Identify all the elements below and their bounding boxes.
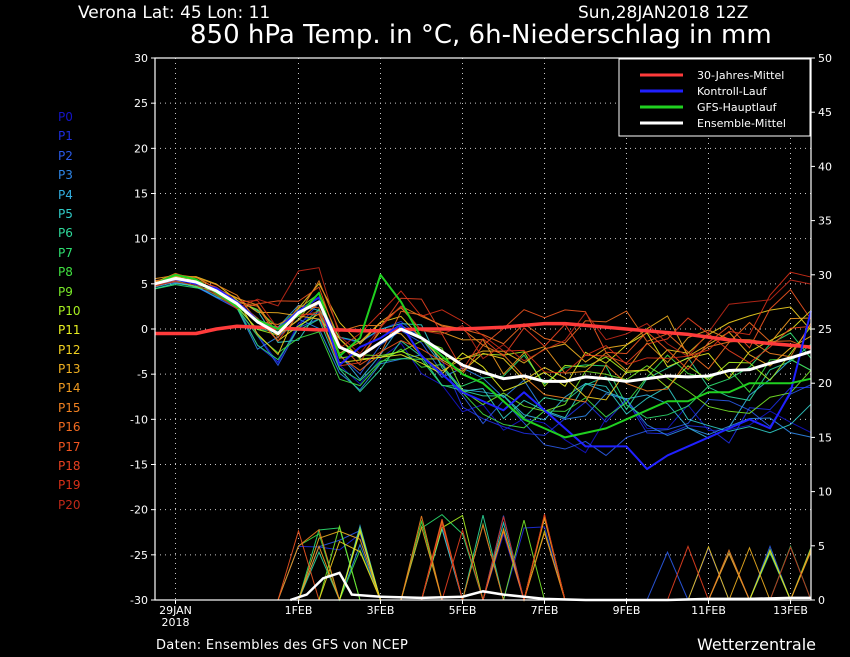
series-line--jahres-mittel bbox=[155, 321, 812, 349]
member-label: P12 bbox=[58, 342, 81, 357]
member-label: P3 bbox=[58, 168, 73, 183]
legend-entry: Kontroll-Lauf bbox=[697, 85, 768, 98]
y-left-tick-label: -5 bbox=[137, 368, 148, 381]
ensemble-member-lines bbox=[154, 267, 812, 457]
y-left-tick-label: 15 bbox=[134, 188, 148, 201]
member-label: P5 bbox=[58, 206, 73, 221]
x-tick-sublabel: 2018 bbox=[162, 616, 190, 629]
ensemble-member-line bbox=[154, 280, 812, 375]
member-precip-line bbox=[155, 519, 811, 601]
member-label: P11 bbox=[58, 323, 81, 338]
y-right-tick-label: 20 bbox=[818, 377, 832, 390]
y-left-tick-label: 30 bbox=[134, 52, 148, 65]
member-label: P8 bbox=[58, 265, 73, 280]
y-right-tick-label: 35 bbox=[818, 215, 832, 228]
main-series-lines bbox=[154, 273, 812, 471]
y-left-tick-label: 25 bbox=[134, 97, 148, 110]
chart-title: 850 hPa Temp. in °C, 6h-Niederschlag in … bbox=[190, 20, 772, 50]
member-label: P18 bbox=[58, 459, 81, 474]
member-label: P1 bbox=[58, 129, 73, 144]
mean-precip-line bbox=[289, 571, 811, 602]
member-label: P10 bbox=[58, 303, 81, 318]
x-tick-label: 5FEB bbox=[449, 604, 477, 617]
y-right-tick-label: 25 bbox=[818, 323, 832, 336]
member-label: P7 bbox=[58, 245, 73, 260]
member-label: P15 bbox=[58, 400, 81, 415]
member-label: P20 bbox=[58, 497, 81, 512]
y-right-tick-label: 5 bbox=[818, 540, 825, 553]
y-left-tick-label: -25 bbox=[130, 549, 148, 562]
precip-lines bbox=[155, 513, 812, 602]
y-left-tick-label: -15 bbox=[130, 459, 148, 472]
x-tick-label: 7FEB bbox=[531, 604, 559, 617]
member-precip-line bbox=[155, 520, 812, 602]
member-label: P4 bbox=[58, 187, 73, 202]
legend-entry: GFS-Hauptlauf bbox=[697, 101, 778, 114]
y-right-tick-label: 30 bbox=[818, 269, 832, 282]
member-label: P0 bbox=[58, 110, 73, 124]
member-label: P14 bbox=[58, 381, 81, 396]
ensemble-member-line bbox=[154, 271, 812, 374]
legend: 30-Jahres-Mittel Kontroll-Lauf GFS-Hauptla… bbox=[618, 58, 811, 137]
series-line-ensemble-mittel bbox=[154, 276, 812, 383]
y-right-tick-label: 0 bbox=[818, 594, 825, 607]
y-left-tick-label: -20 bbox=[130, 504, 148, 517]
ensemble-member-list: P0 P1 P2 P3 P4 P5 P6 P7 P8 P9 P10 P11 P12 P13 P14 P15 P1… bbox=[58, 108, 81, 515]
x-tick-label: 29JAN bbox=[159, 604, 192, 617]
brand-footer: Wetterzentrale bbox=[697, 635, 817, 654]
y-right-tick-label: 40 bbox=[818, 160, 832, 173]
member-label: P19 bbox=[58, 478, 81, 493]
series-line-gfs-hauptlauf bbox=[154, 273, 812, 439]
y-left-tick-label: 10 bbox=[134, 233, 148, 246]
y-left-tick-label: 5 bbox=[141, 278, 148, 291]
y-left-tick-label: -10 bbox=[130, 413, 148, 426]
data-source-footer: Daten: Ensembles des GFS von NCEP bbox=[156, 638, 409, 653]
y-left-tick-label: 0 bbox=[141, 323, 148, 336]
member-label: P13 bbox=[58, 362, 81, 377]
ensemble-member-line bbox=[154, 282, 812, 434]
member-label: P16 bbox=[58, 420, 81, 435]
y-right-tick-label: 15 bbox=[818, 431, 832, 444]
run-date-header: Sun,28JAN2018 12Z bbox=[578, 3, 749, 23]
y-left-tick-label: -30 bbox=[130, 594, 148, 607]
member-label: P6 bbox=[58, 226, 73, 241]
ensemble-member-line bbox=[154, 267, 812, 362]
legend-entry: 30-Jahres-Mittel bbox=[697, 69, 784, 82]
x-tick-label: 9FEB bbox=[613, 604, 641, 617]
x-tick-label: 11FEB bbox=[691, 604, 726, 617]
location-header: Verona Lat: 45 Lon: 11 bbox=[78, 3, 271, 23]
member-label: P2 bbox=[58, 148, 73, 163]
x-tick-label: 3FEB bbox=[367, 604, 395, 617]
legend-entry: Ensemble-Mittel bbox=[697, 117, 786, 130]
ensemble-member-line bbox=[154, 284, 812, 419]
y-right-tick-label: 45 bbox=[818, 106, 832, 119]
member-label: P9 bbox=[58, 284, 73, 299]
y-left-tick-label: 20 bbox=[134, 142, 148, 155]
y-right-tick-label: 50 bbox=[818, 52, 832, 65]
y-left-tick-labels: 30 25 20 15 10 5 0 -5 -10 -15 -20 -25 -30 bbox=[130, 52, 155, 607]
x-tick-label: 13FEB bbox=[773, 604, 808, 617]
y-right-tick-label: 10 bbox=[818, 486, 832, 499]
ensemble-member-line bbox=[154, 272, 812, 371]
ensemble-member-line bbox=[154, 278, 812, 372]
x-tick-label: 1FEB bbox=[285, 604, 313, 617]
member-label: P17 bbox=[58, 439, 81, 454]
member-precip-line bbox=[155, 520, 811, 601]
ensemble-member-line bbox=[154, 280, 812, 444]
ensemble-member-line bbox=[154, 276, 812, 372]
